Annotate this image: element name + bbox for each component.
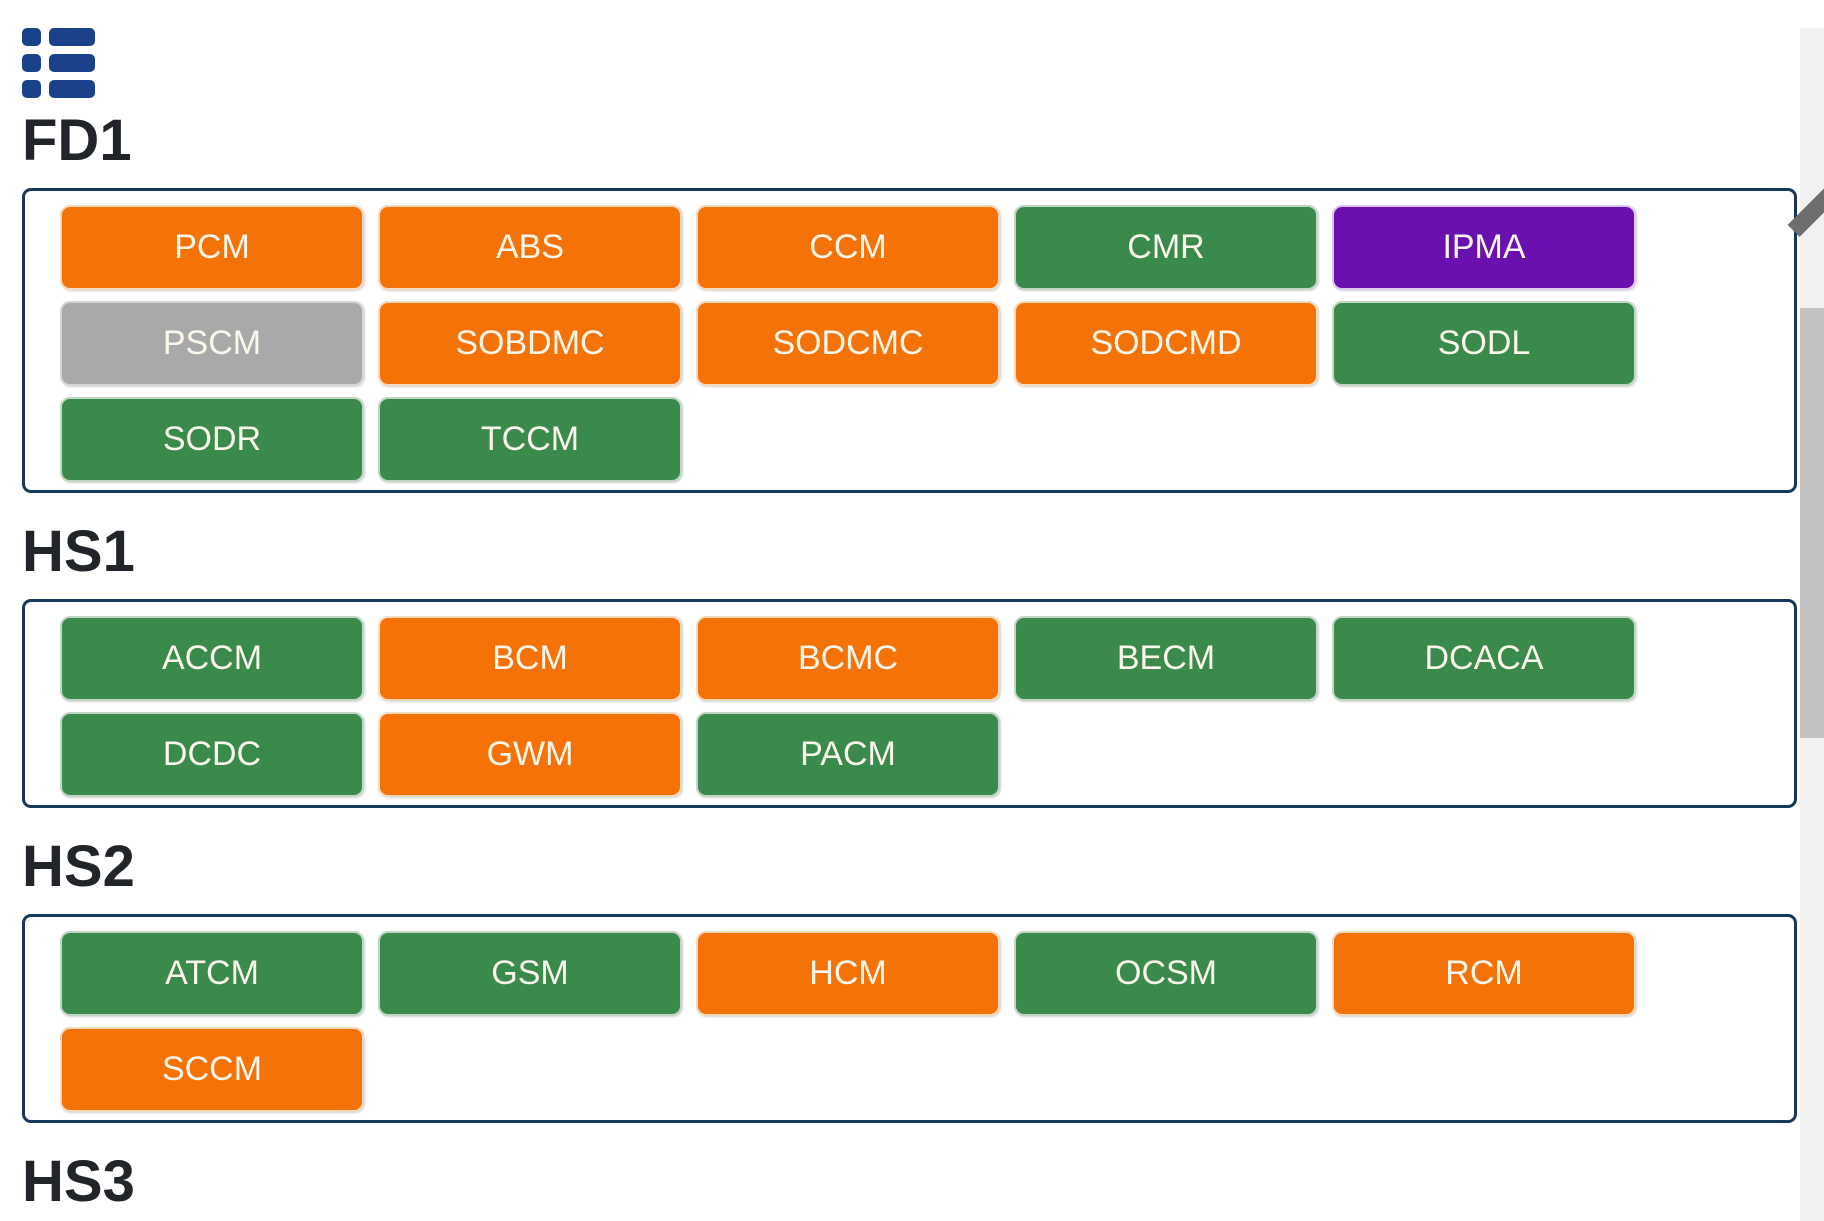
module-group: HS2 ATCM GSM HCM OCSM RCM SCCM	[22, 838, 1824, 1123]
module-button-sodcmc[interactable]: SODCMC	[696, 301, 1000, 386]
module-button-sodl[interactable]: SODL	[1332, 301, 1636, 386]
module-button-sobdmc[interactable]: SOBDMC	[378, 301, 682, 386]
section-title-fd1: FD1	[22, 108, 132, 173]
module-button-dcdc[interactable]: DCDC	[60, 712, 364, 797]
list-view-icon-cell	[49, 28, 95, 46]
module-group: HS3	[22, 1153, 1824, 1211]
list-view-icon-cell	[49, 80, 95, 98]
page-content: FD1 PCM ABS CCM CMR IPMA PSCM SOBDMC SODCMC SODC…	[0, 28, 1824, 1211]
list-view-icon-cell	[49, 54, 95, 72]
module-button-dcaca[interactable]: DCACA	[1332, 616, 1636, 701]
list-view-icon-cell	[22, 54, 41, 72]
section-title-hs1: HS1	[22, 519, 135, 584]
module-button-accm[interactable]: ACCM	[60, 616, 364, 701]
module-button-tccm[interactable]: TCCM	[378, 397, 682, 482]
module-button-atcm[interactable]: ATCM	[60, 931, 364, 1016]
module-button-sodr[interactable]: SODR	[60, 397, 364, 482]
module-button-becm[interactable]: BECM	[1014, 616, 1318, 701]
module-button-ocsm[interactable]: OCSM	[1014, 931, 1318, 1016]
section-title-hs2: HS2	[22, 834, 135, 899]
section-title-hs3: HS3	[22, 1149, 135, 1214]
module-button-cmr[interactable]: CMR	[1014, 205, 1318, 290]
module-button-ipma[interactable]: IPMA	[1332, 205, 1636, 290]
list-view-icon[interactable]	[22, 28, 95, 98]
module-button-ccm[interactable]: CCM	[696, 205, 1000, 290]
module-button-bcm[interactable]: BCM	[378, 616, 682, 701]
module-button-abs[interactable]: ABS	[378, 205, 682, 290]
module-button-sodcmd[interactable]: SODCMD	[1014, 301, 1318, 386]
module-group: FD1 PCM ABS CCM CMR IPMA PSCM SOBDMC SODCMC SODC…	[22, 112, 1824, 493]
module-button-bcmc[interactable]: BCMC	[696, 616, 1000, 701]
module-button-pacm[interactable]: PACM	[696, 712, 1000, 797]
module-button-gwm[interactable]: GWM	[378, 712, 682, 797]
vertical-scrollbar[interactable]	[1800, 28, 1824, 1221]
list-view-icon-cell	[22, 28, 41, 46]
module-group: HS1 ACCM BCM BCMC BECM DCACA DCDC GWM PACM	[22, 523, 1824, 808]
module-button-rcm[interactable]: RCM	[1332, 931, 1636, 1016]
section-container-hs1: ACCM BCM BCMC BECM DCACA DCDC GWM PACM	[22, 599, 1797, 808]
scrollbar-thumb[interactable]	[1800, 308, 1824, 738]
section-container-fd1: PCM ABS CCM CMR IPMA PSCM SOBDMC SODCMC SODCMD SO…	[22, 188, 1797, 493]
module-button-pscm[interactable]: PSCM	[60, 301, 364, 386]
module-button-pcm[interactable]: PCM	[60, 205, 364, 290]
module-button-sccm[interactable]: SCCM	[60, 1027, 364, 1112]
list-view-icon-cell	[22, 80, 41, 98]
section-container-hs2: ATCM GSM HCM OCSM RCM SCCM	[22, 914, 1797, 1123]
module-button-gsm[interactable]: GSM	[378, 931, 682, 1016]
module-button-hcm[interactable]: HCM	[696, 931, 1000, 1016]
module-sections: FD1 PCM ABS CCM CMR IPMA PSCM SOBDMC SODCMC SODC…	[22, 112, 1824, 1211]
